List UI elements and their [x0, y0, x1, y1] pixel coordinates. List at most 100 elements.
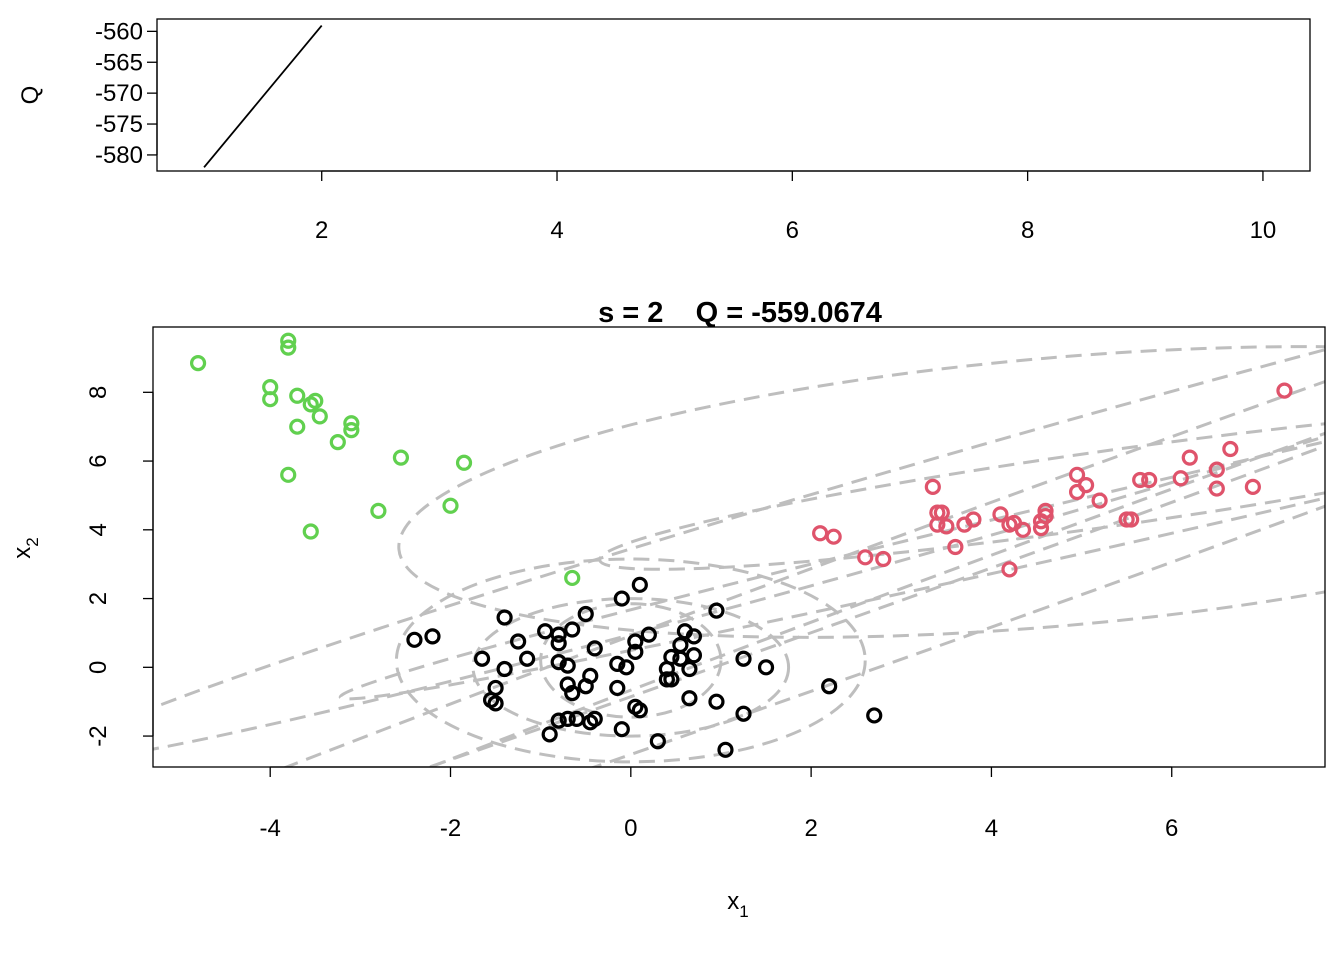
scatter-point-cluster-2 [938, 518, 955, 535]
scatter-point-cluster-3 [302, 396, 319, 413]
scatter-point-cluster-3 [311, 408, 328, 425]
scatter-x-tick-label: 4 [985, 815, 998, 842]
scatter-point-cluster-3 [280, 332, 297, 349]
scatter-title: s = 2 Q = -559.0674 [598, 297, 882, 329]
scatter-point-cluster-2 [965, 511, 982, 528]
scatter-point-cluster-2 [1077, 477, 1095, 494]
scatter-point-cluster-1 [613, 590, 630, 607]
scatter-point-cluster-1 [577, 678, 594, 695]
scatter-point-cluster-1 [510, 633, 527, 650]
scatter-y-axis: -2 0 2 4 6 8 [85, 386, 154, 747]
covariance-ellipse [539, 602, 723, 719]
scatter-point-cluster-2 [1222, 440, 1239, 458]
scatter-y-tick-label: -2 [85, 725, 112, 746]
scatter-point-cluster-1 [649, 733, 666, 750]
scatter-point-cluster-1 [496, 660, 513, 678]
scatter-x-tick-label: -4 [260, 815, 281, 842]
scatter-point-cluster-1 [735, 650, 752, 667]
scatter-point-cluster-3 [392, 449, 410, 466]
scatter-point-cluster-1 [609, 655, 626, 672]
covariance-ellipse [598, 406, 1325, 571]
scatter-point-cluster-3 [302, 523, 319, 540]
q-trace-line [203, 25, 323, 168]
scatter-point-cluster-1 [685, 647, 703, 664]
scatter-x-axis-label-main: x [727, 888, 739, 915]
scatter-point-cluster-2 [1181, 449, 1198, 466]
scatter-point-cluster-2 [875, 550, 892, 568]
covariance-ellipses [153, 327, 1325, 767]
scatter-x-axis-label-sub: 1 [739, 902, 748, 921]
scatter-point-cluster-2 [929, 516, 946, 533]
scatter-point-cluster-2 [1123, 511, 1140, 528]
scatter-points [189, 332, 1293, 758]
scatter-point-cluster-1 [681, 690, 698, 707]
scatter-point-cluster-1 [708, 602, 725, 619]
scatter-point-cluster-1 [821, 678, 838, 695]
scatter-y-axis-label: x2 [9, 537, 42, 558]
q-trace-y-tick-label: -560 [95, 18, 143, 45]
scatter-point-cluster-1 [496, 609, 513, 626]
q-trace-y-axis: -560 -565 -570 -575 -580 [95, 18, 158, 169]
scatter-point-cluster-2 [825, 528, 842, 545]
q-trace-panel: Q -560 -565 -570 -575 -580 2 4 6 8 10 [17, 18, 1311, 244]
scatter-point-cluster-1 [866, 707, 883, 724]
scatter-x-tick-label: -2 [440, 815, 461, 842]
scatter-point-cluster-1 [487, 695, 504, 712]
scatter-x-tick-label: 6 [1165, 815, 1178, 842]
scatter-point-cluster-1 [681, 660, 698, 678]
scatter-point-cluster-2 [1068, 466, 1086, 483]
scatter-y-tick-label: 4 [85, 523, 112, 536]
covariance-ellipse [153, 327, 1325, 767]
scatter-point-cluster-1 [564, 621, 581, 638]
q-trace-y-tick-label: -570 [95, 80, 143, 107]
scatter-point-cluster-1 [550, 635, 567, 652]
scatter-point-cluster-1 [473, 650, 491, 667]
scatter-point-cluster-2 [1208, 480, 1225, 497]
q-trace-x-tick-label: 4 [550, 217, 563, 244]
scatter-point-cluster-2 [1141, 471, 1158, 489]
scatter-point-cluster-2 [1208, 461, 1225, 478]
scatter-point-cluster-3 [262, 391, 279, 408]
scatter-point-cluster-1 [564, 684, 581, 702]
scatter-point-cluster-3 [442, 497, 459, 514]
scatter-point-cluster-1 [618, 659, 635, 676]
covariance-ellipse [397, 345, 1325, 639]
scatter-point-cluster-3 [329, 434, 346, 451]
scatter-point-cluster-2 [1276, 382, 1293, 399]
scatter-point-cluster-2 [1172, 470, 1189, 487]
scatter-point-cluster-3 [189, 354, 207, 372]
scatter-point-cluster-2 [924, 478, 941, 495]
scatter-point-cluster-1 [685, 628, 703, 645]
scatter-point-cluster-1 [577, 605, 594, 623]
covariance-ellipse [471, 597, 791, 738]
scatter-point-cluster-1 [663, 671, 680, 688]
scatter-point-cluster-2 [812, 525, 829, 542]
q-trace-y-tick-label: -580 [95, 142, 143, 169]
scatter-point-cluster-2 [1014, 521, 1032, 538]
scatter-point-cluster-1 [550, 626, 567, 643]
scatter-point-cluster-2 [1001, 516, 1018, 533]
q-trace-y-tick-label: -565 [95, 49, 143, 76]
scatter-y-axis-label-main: x [9, 547, 36, 559]
covariance-ellipse [153, 327, 1325, 762]
scatter-x-tick-label: 2 [804, 815, 817, 842]
scatter-y-tick-label: 2 [85, 592, 112, 605]
scatter-point-cluster-1 [406, 631, 423, 648]
scatter-point-cluster-3 [280, 339, 297, 356]
scatter-y-tick-label: 0 [85, 661, 112, 674]
q-trace-x-tick-label: 8 [1021, 217, 1034, 244]
q-trace-series [203, 25, 323, 168]
scatter-point-cluster-3 [564, 569, 581, 587]
scatter-y-tick-label: 8 [85, 386, 112, 399]
scatter-point-cluster-1 [613, 721, 630, 738]
q-trace-x-tick-label: 10 [1250, 217, 1277, 244]
scatter-point-cluster-3 [343, 415, 360, 432]
scatter-point-cluster-1 [586, 710, 603, 727]
scatter-point-cluster-1 [640, 626, 657, 643]
scatter-point-cluster-2 [1032, 519, 1050, 537]
scatter-point-cluster-3 [289, 387, 306, 404]
scatter-point-cluster-3 [280, 466, 297, 483]
scatter-point-cluster-2 [1244, 478, 1261, 495]
scatter-point-cluster-1 [559, 710, 576, 727]
